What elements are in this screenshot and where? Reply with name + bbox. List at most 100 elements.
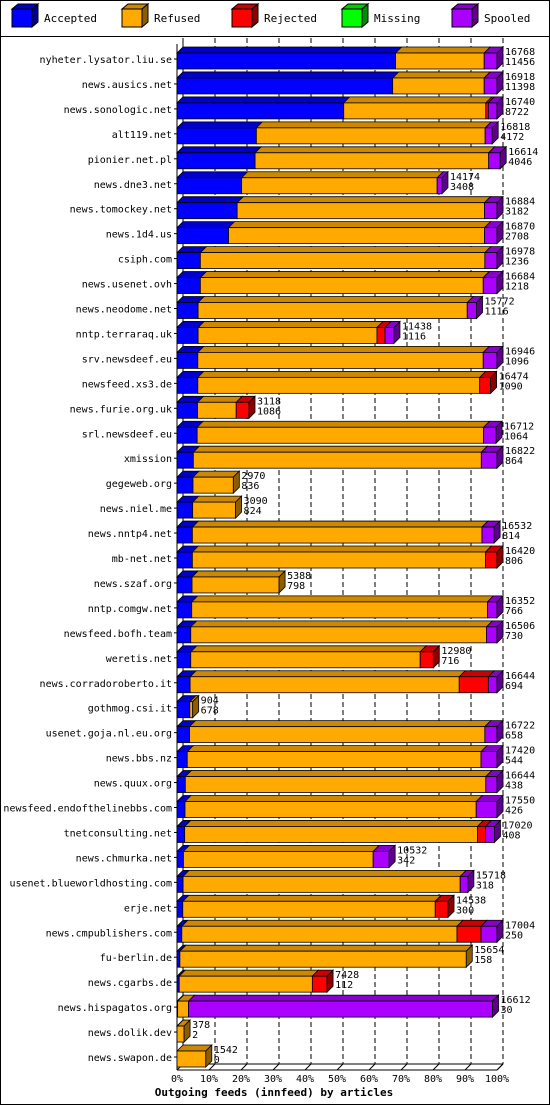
bar-end-face [490, 370, 498, 395]
value-label-offered: 16822 [505, 446, 535, 457]
bar-segment-refused [182, 875, 461, 893]
bar-end-face [491, 120, 499, 145]
value-label-accepted: 408 [502, 830, 520, 841]
bar-segment-top [391, 71, 492, 79]
legend-swatch [451, 8, 473, 28]
x-tick [208, 1063, 216, 1071]
bar-segment-rejected [485, 551, 498, 569]
category-label: mb-net.net [112, 554, 172, 565]
category-label: news.szaf.org [94, 579, 172, 590]
bar-segment-refused [255, 127, 486, 145]
bar-segment-refused [182, 851, 374, 868]
bar-segment-refused [191, 551, 486, 569]
value-label-offered: 7428 [335, 970, 359, 981]
category-label: nntp.comgw.net [88, 604, 172, 615]
value-label-offered: 16712 [504, 421, 534, 432]
category-label: erje.net [124, 903, 172, 914]
x-tick [464, 1063, 472, 1071]
bar-segment-rejected [434, 900, 449, 918]
value-label-accepted: 0 [214, 1055, 220, 1066]
bar-end-face [495, 420, 503, 445]
legend-swatch [341, 8, 363, 28]
value-label-accepted: 3182 [505, 207, 529, 218]
value-label-accepted: 11456 [505, 57, 535, 68]
bar-segment-spooled [482, 277, 498, 294]
category-label: alt119.net [112, 130, 172, 141]
legend-item-spooled: Spooled [450, 2, 530, 29]
bar-segment-accepted [176, 851, 184, 868]
category-label: news.bbs.nz [106, 754, 172, 765]
bar-segment-top [176, 221, 236, 229]
x-tick-label: 50% [328, 1074, 346, 1085]
value-label-offered: 17004 [505, 920, 535, 931]
category-label: news.neodome.net [76, 305, 172, 316]
bar-segment-top [176, 96, 351, 104]
bar-segment-accepted [176, 776, 186, 793]
bar-end-face [278, 569, 286, 594]
value-label-accepted: 4172 [500, 132, 524, 143]
legend-item-accepted: Accepted [10, 2, 97, 29]
x-tick-label: 10% [200, 1074, 218, 1085]
category-label: news.swapon.de [88, 1053, 172, 1064]
bar-end-face [467, 869, 475, 894]
bar-end-face [492, 994, 499, 1019]
category-label: newsfeed.bofh.team [64, 629, 172, 640]
bar-end-face [232, 470, 240, 495]
bar-segment-accepted [176, 676, 191, 694]
bar-segment-refused [176, 1025, 185, 1043]
value-label-accepted: 1090 [499, 381, 523, 392]
bar-segment-refused [395, 52, 485, 70]
bar-segment-accepted [176, 401, 198, 419]
legend-label: Missing [374, 12, 420, 25]
bar-segment-top [182, 869, 468, 877]
bar-segment-accepted [176, 127, 257, 145]
value-label-accepted: 824 [244, 506, 262, 517]
value-label-offered: 16870 [505, 222, 535, 233]
bar-segment-accepted [176, 526, 193, 544]
bar-segment-top [176, 196, 245, 204]
bar-segment-rejected [376, 327, 386, 344]
value-label-accepted: 318 [476, 880, 494, 891]
bar-end-face [447, 894, 455, 919]
value-label-offered: 3118 [257, 396, 281, 407]
value-label-offered: 10532 [397, 845, 427, 856]
bar-segment-top [240, 171, 445, 179]
category-label: news.dne3.net [94, 180, 172, 191]
value-label-offered: 16614 [508, 147, 538, 158]
legend: Accepted Refused Rejected Missing Spooled [0, 0, 550, 37]
bar-end-face [499, 145, 507, 170]
bar-segment-top [180, 919, 464, 927]
bar-segment-refused [179, 950, 467, 968]
x-axis-label: Outgoing feeds (innfeed) by articles [155, 1086, 393, 1099]
legend-swatch [11, 8, 33, 28]
bar-end-face [248, 395, 256, 420]
bar-segment-spooled [483, 52, 498, 70]
bar-segment-top [176, 121, 264, 129]
bar-end-face [496, 545, 504, 569]
bar-segment-top [191, 520, 489, 528]
bar-segment-refused [392, 77, 485, 95]
bar-segment-top [191, 495, 243, 503]
bar-segment-refused [192, 476, 234, 494]
value-label-accepted: 250 [505, 930, 523, 941]
value-label-accepted: 3408 [450, 182, 474, 193]
bar-segment-spooled [483, 77, 498, 95]
x-tick [272, 1063, 280, 1071]
bar-end-face [496, 46, 504, 70]
bar-segment-refused [181, 925, 458, 943]
bar-segment-spooled [459, 875, 469, 893]
bar-segment-top [236, 196, 492, 204]
x-tick [496, 1063, 504, 1071]
